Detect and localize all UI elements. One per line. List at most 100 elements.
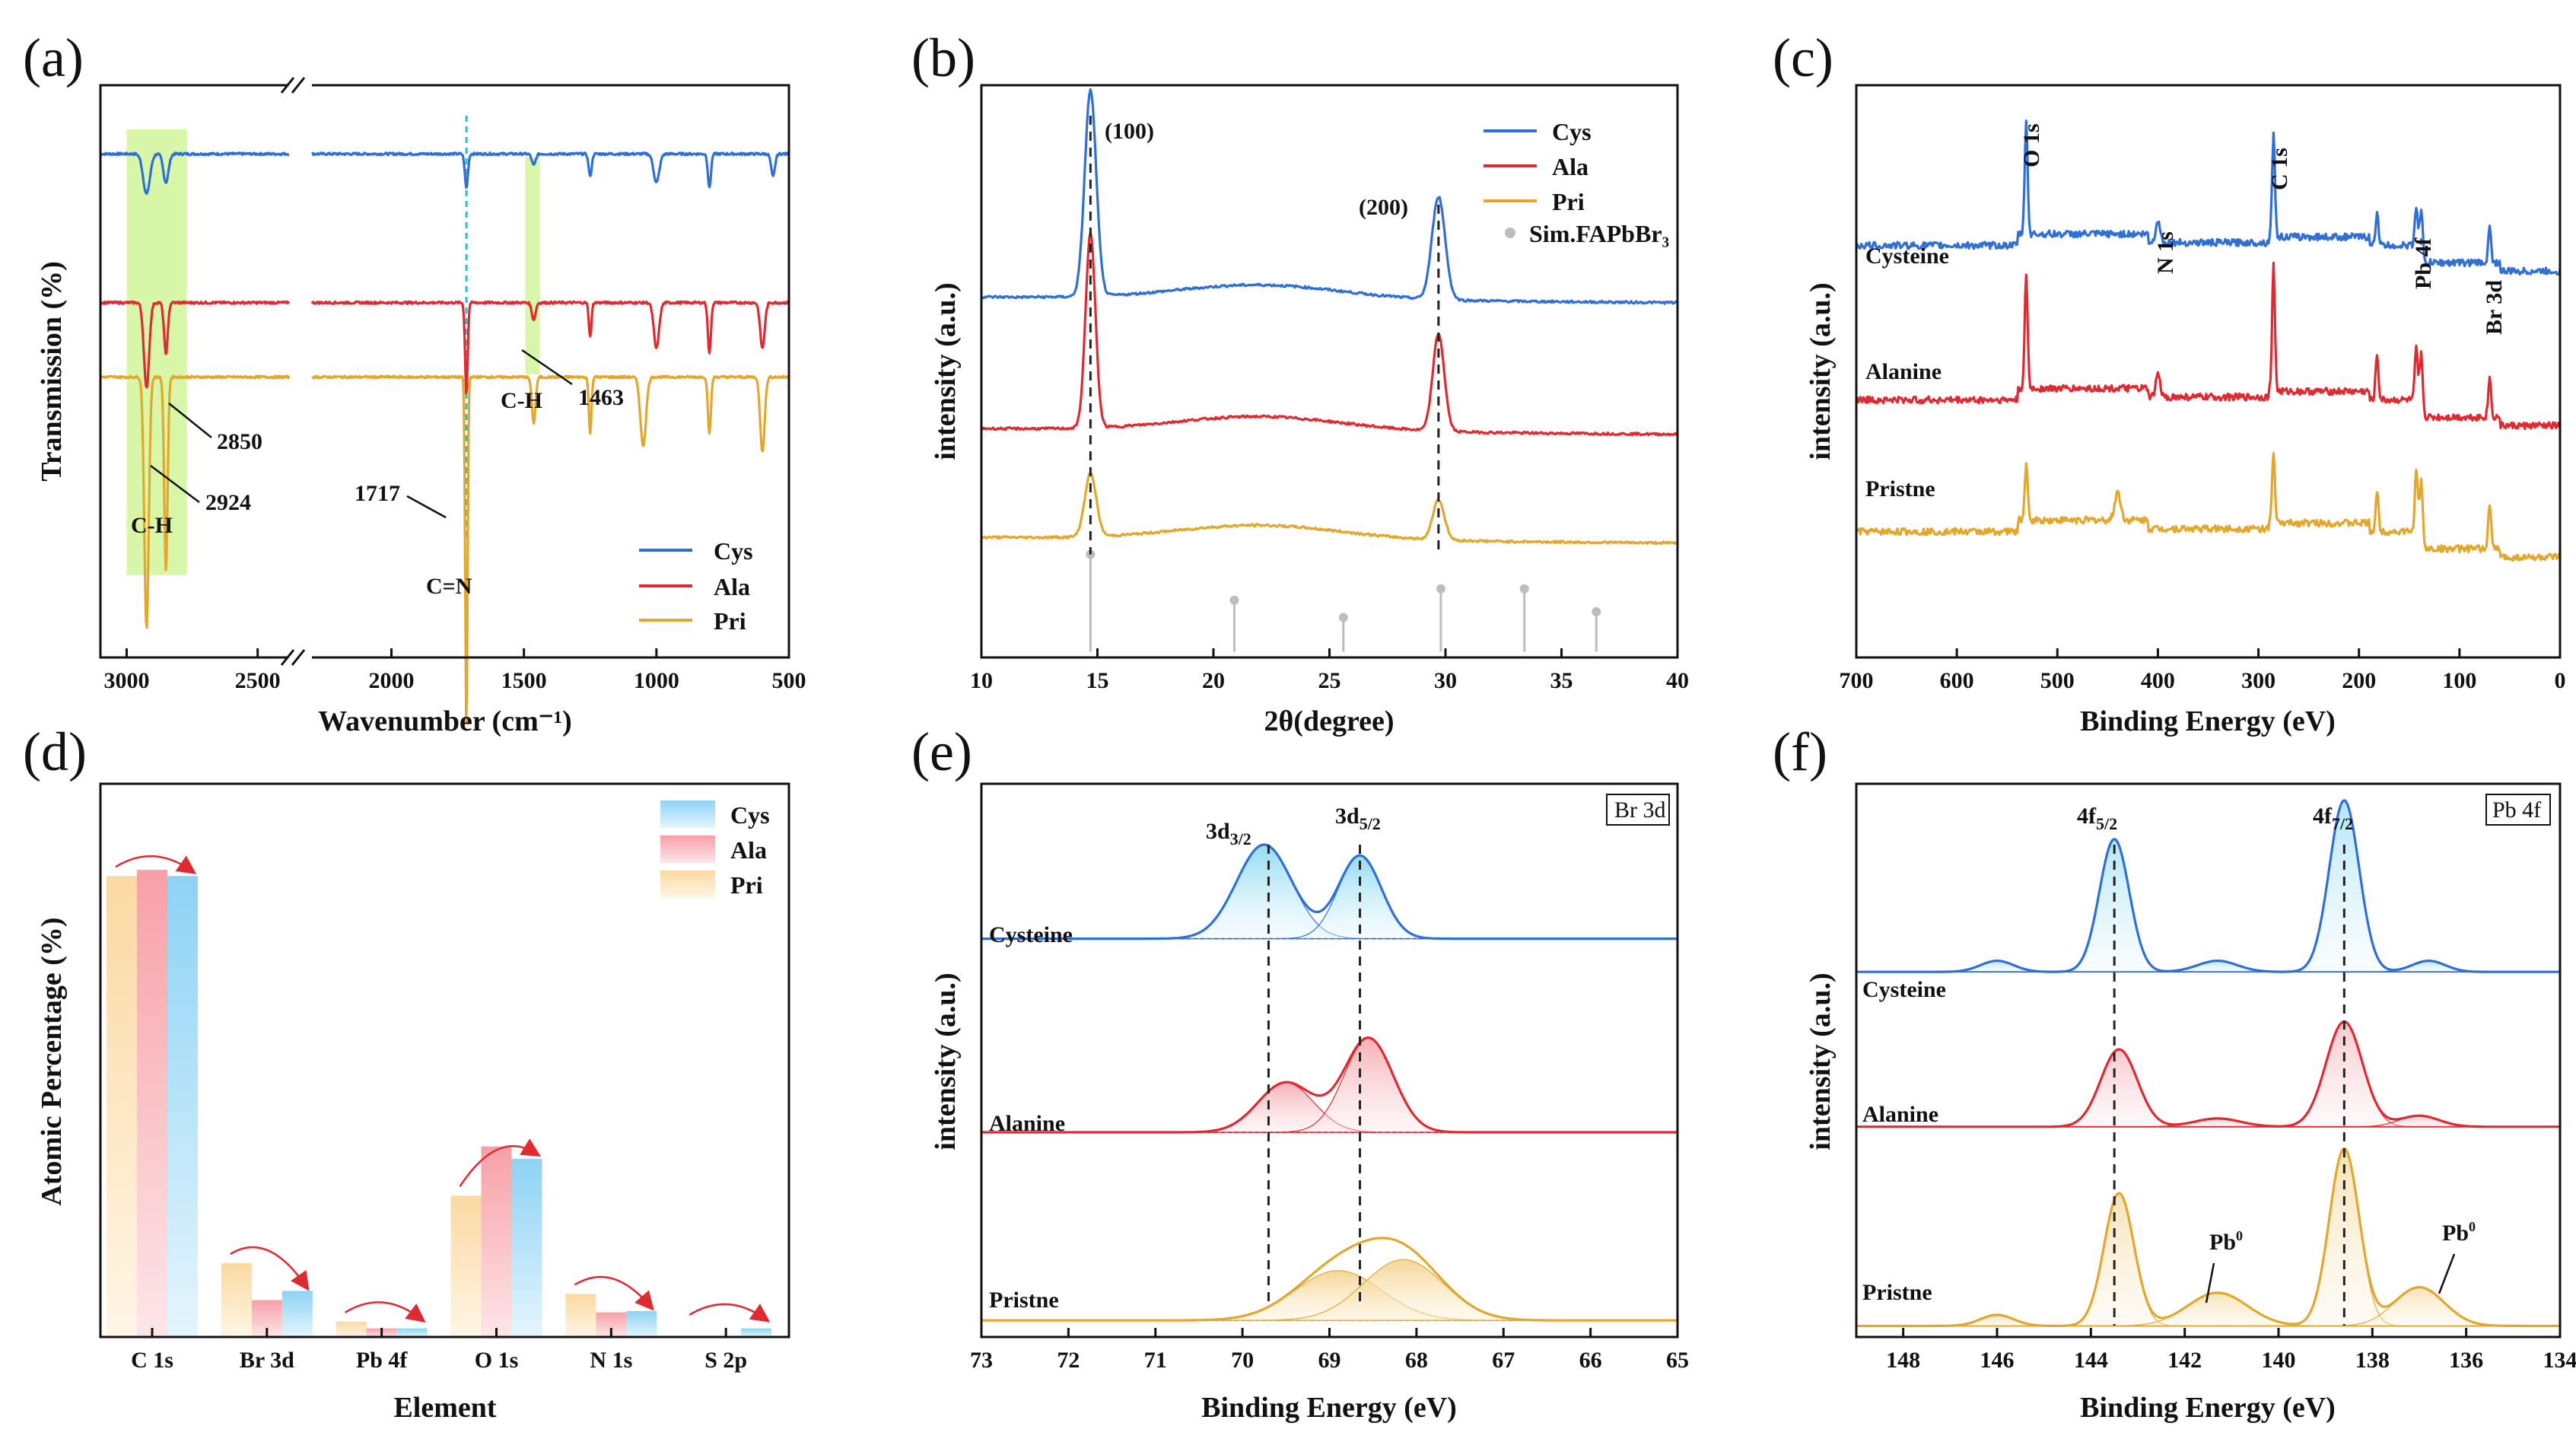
a-tick-2500: 2500 bbox=[235, 668, 281, 693]
b-tick-15: 15 bbox=[1086, 668, 1109, 693]
a-tick-1000: 1000 bbox=[634, 668, 679, 693]
bar-cys-5 bbox=[741, 1328, 772, 1337]
o1s-label: O 1s bbox=[2019, 123, 2044, 167]
panel-e: (e) Br 3d 3d3/2 3d5/2 73 72 71 70 69 68 67 66 65… bbox=[911, 721, 1689, 1424]
trend-arrow bbox=[574, 1275, 654, 1311]
n1s-label: N 1s bbox=[2153, 231, 2178, 274]
panel-c-label: (c) bbox=[1773, 27, 1833, 88]
panel-a-x-title: Wavenumber (cm⁻¹) bbox=[318, 705, 572, 737]
panel-d-x-ticks: C 1s Br 3d Pb 4f O 1s N 1s S 2p bbox=[131, 1328, 747, 1373]
pb0-left-label: Pb0 bbox=[2209, 1228, 2243, 1255]
panel-c-x-title: Binding Energy (eV) bbox=[2080, 705, 2336, 737]
bar-pri-0 bbox=[107, 876, 137, 1337]
trend-arrow bbox=[345, 1301, 426, 1323]
panel-d-y-title: Atomic Percentage (%) bbox=[36, 917, 68, 1205]
trend-arrow bbox=[689, 1303, 771, 1323]
legend-pri: Pri bbox=[730, 871, 763, 899]
a-tick-2000: 2000 bbox=[369, 668, 415, 693]
pb0-right-leader bbox=[2438, 1253, 2456, 1294]
pristne-label: Pristne bbox=[1862, 1280, 1932, 1305]
bar-cys-0 bbox=[167, 876, 198, 1337]
peak-1463-label: 1463 bbox=[578, 385, 624, 410]
panel-f-x-title: Binding Energy (eV) bbox=[2080, 1392, 2336, 1424]
c-tick-600: 600 bbox=[1940, 668, 1974, 693]
alanine-label: Alanine bbox=[1865, 359, 1942, 384]
peak-200-label: (200) bbox=[1359, 195, 1408, 220]
legend-cys: Cys bbox=[730, 801, 770, 829]
panel-f-y-title: intensity (a.u.) bbox=[1805, 972, 1837, 1150]
f-tick-138: 138 bbox=[2355, 1348, 2390, 1373]
f-tick-134: 134 bbox=[2543, 1348, 2576, 1373]
panel-b-legend: Cys Ala Pri Sim.FAPbBr₃ bbox=[1484, 118, 1669, 247]
peak-2924-leader bbox=[150, 465, 200, 503]
panel-f: (f) Pb 4f 4f5/2 4f7/2 Pb0 Pb0 148 146 144 1… bbox=[1773, 721, 2576, 1424]
panel-c-y-title: intensity (a.u.) bbox=[1805, 282, 1837, 460]
b-tick-25: 25 bbox=[1318, 668, 1341, 693]
ftir-ala-right bbox=[310, 300, 790, 395]
peak-1717-leader bbox=[406, 495, 447, 519]
panel-c-frame bbox=[1855, 84, 2562, 659]
br3d-box-label: Br 3d bbox=[1614, 797, 1666, 823]
survey-cysteine bbox=[1855, 119, 2562, 276]
e-tick-70: 70 bbox=[1231, 1348, 1254, 1373]
e-tick-66: 66 bbox=[1579, 1348, 1602, 1373]
axis-break-bottom bbox=[280, 648, 312, 667]
e-tick-68: 68 bbox=[1405, 1348, 1428, 1373]
c-tick-0: 0 bbox=[2555, 668, 2566, 693]
survey-alanine bbox=[1855, 261, 2562, 431]
a-tick-1500: 1500 bbox=[501, 668, 547, 693]
d-tick-5: S 2p bbox=[704, 1348, 747, 1373]
peak-3d52-label: 3d5/2 bbox=[1335, 804, 1381, 833]
fit-component bbox=[981, 855, 1678, 940]
ftir-cys-left bbox=[100, 151, 290, 195]
bar-cys-4 bbox=[626, 1311, 657, 1337]
e-tick-65: 65 bbox=[1666, 1348, 1689, 1373]
d-tick-2: Pb 4f bbox=[356, 1348, 409, 1373]
peak-100-label: (100) bbox=[1105, 119, 1154, 144]
panel-e-y-title: intensity (a.u.) bbox=[930, 972, 962, 1150]
ch-bend-highlight bbox=[525, 158, 540, 374]
peak-4f72-label: 4f7/2 bbox=[2313, 804, 2353, 833]
sim-stick-head bbox=[1338, 613, 1348, 622]
f-tick-142: 142 bbox=[2167, 1348, 2202, 1373]
peak-4f52-label: 4f5/2 bbox=[2077, 804, 2117, 833]
panel-b-label: (b) bbox=[911, 27, 975, 88]
b-tick-40: 40 bbox=[1666, 668, 1689, 693]
e-tick-71: 71 bbox=[1144, 1348, 1167, 1373]
panel-e-label: (e) bbox=[911, 721, 972, 782]
ch-label-left: C-H bbox=[131, 513, 173, 538]
panel-f-dashed-guides bbox=[2113, 845, 2345, 1326]
ftir-cys-right bbox=[311, 151, 790, 189]
panel-b-x-ticks: 10 15 20 25 30 35 40 bbox=[970, 648, 1689, 693]
peak-2850-leader bbox=[168, 403, 212, 438]
panel-e-frame bbox=[980, 782, 1679, 1339]
cn-label: C=N bbox=[426, 574, 472, 599]
peak-1463-leader bbox=[521, 349, 573, 386]
panel-e-x-title: Binding Energy (eV) bbox=[1201, 1392, 1457, 1424]
f-tick-146: 146 bbox=[1980, 1348, 2015, 1373]
envelope-alanine bbox=[1856, 1020, 2559, 1128]
panel-f-x-ticks: 148 146 144 142 140 138 136 134 bbox=[1886, 1328, 2576, 1373]
c-tick-100: 100 bbox=[2442, 668, 2476, 693]
peak-2924-label: 2924 bbox=[205, 490, 251, 515]
c-tick-300: 300 bbox=[2241, 668, 2275, 693]
panel-a-legend: Cys Ala Pri bbox=[639, 537, 753, 635]
d-tick-3: O 1s bbox=[475, 1348, 519, 1373]
sim-stick-head bbox=[1592, 606, 1601, 616]
peak-2850-label: 2850 bbox=[217, 429, 262, 454]
fit-component bbox=[1856, 800, 2561, 972]
ftir-pri-right bbox=[311, 374, 790, 724]
pb4f-box-label: Pb 4f bbox=[2492, 797, 2541, 823]
panel-d-legend: Cys Ala Pri bbox=[660, 801, 770, 899]
f-tick-136: 136 bbox=[2449, 1348, 2483, 1373]
fit-component bbox=[981, 1037, 1678, 1133]
panel-b-y-title: intensity (a.u.) bbox=[930, 282, 962, 460]
sim-stick-head bbox=[1229, 595, 1239, 605]
e-tick-72: 72 bbox=[1057, 1348, 1080, 1373]
br3d-box bbox=[1606, 794, 1670, 826]
cysteine-label: Cysteine bbox=[989, 922, 1073, 947]
xrd-pri bbox=[980, 473, 1678, 546]
panel-b-curves bbox=[980, 88, 1679, 546]
legend-ala: Ala bbox=[714, 573, 750, 600]
